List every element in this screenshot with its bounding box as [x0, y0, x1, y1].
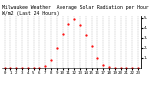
Text: Milwaukee Weather  Average Solar Radiation per Hour W/m2 (Last 24 Hours): Milwaukee Weather Average Solar Radiatio… — [2, 5, 148, 16]
